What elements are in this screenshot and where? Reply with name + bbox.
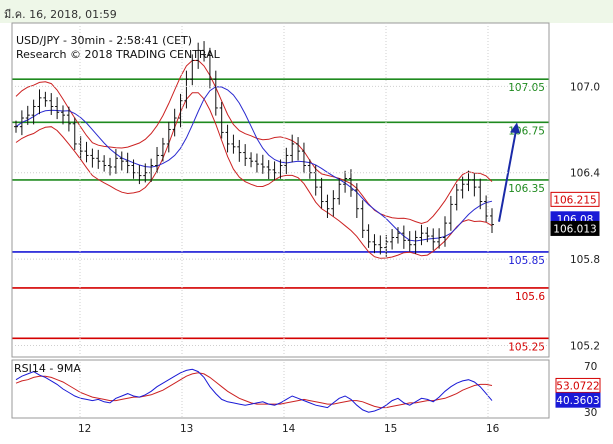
price-badge-label: 106.215 (553, 194, 596, 206)
rsi-badge (555, 377, 601, 393)
projection-arrowhead (510, 122, 520, 134)
rsi-label: RSI14 - 9MA (14, 362, 81, 375)
level-label: 106.35 (508, 183, 545, 195)
rsi-ma-line (15, 372, 493, 409)
level-label: 105.25 (508, 341, 545, 353)
level-label: 105.85 (508, 255, 545, 267)
x-tick-label: 15 (384, 423, 397, 435)
y-tick-label: 105.2 (570, 340, 600, 352)
moving-average (15, 86, 493, 242)
rsi-line (15, 368, 493, 413)
rsi-badge-label: 40.3603 (556, 395, 599, 407)
x-tick-label: 14 (282, 423, 296, 435)
rsi-badge-label: 53.0722 (556, 380, 599, 392)
rsi-panel (15, 368, 493, 413)
level-label: 105.6 (515, 291, 545, 303)
x-tick-label: 16 (486, 423, 500, 435)
chart-subtitle: Research © 2018 TRADING CENTRAL (16, 48, 221, 61)
x-tick-label: 13 (180, 423, 193, 435)
x-tick-label: 12 (78, 423, 91, 435)
rsi-frame (11, 359, 550, 419)
bollinger-lower (15, 92, 493, 259)
date-time-bar: มี.ค. 16, 2018, 01:59 (0, 0, 613, 23)
price-badge-label: 106.013 (553, 223, 596, 235)
price-badge (550, 220, 600, 236)
price-frame (11, 22, 550, 358)
level-label: 107.05 (508, 82, 545, 94)
projection-arrow (498, 130, 517, 222)
y-tick-label: 105.8 (570, 254, 600, 266)
price-badge (550, 191, 600, 207)
rsi-tick-label: 30 (584, 407, 597, 419)
rsi-badge (555, 392, 601, 408)
y-tick-label: 106.4 (570, 168, 600, 180)
date-time-label: มี.ค. 16, 2018, 01:59 (4, 8, 117, 21)
rsi-tick-label: 70 (584, 361, 597, 373)
axes: 12 13 14 15 16 105.2 105.8 106.4 107.0 106.215 106… (11, 22, 601, 435)
chart-title: USD/JPY - 30min - 2:58:41 (CET) (16, 34, 192, 47)
bollinger-upper (15, 59, 493, 225)
y-tick-label: 107.0 (570, 81, 600, 93)
